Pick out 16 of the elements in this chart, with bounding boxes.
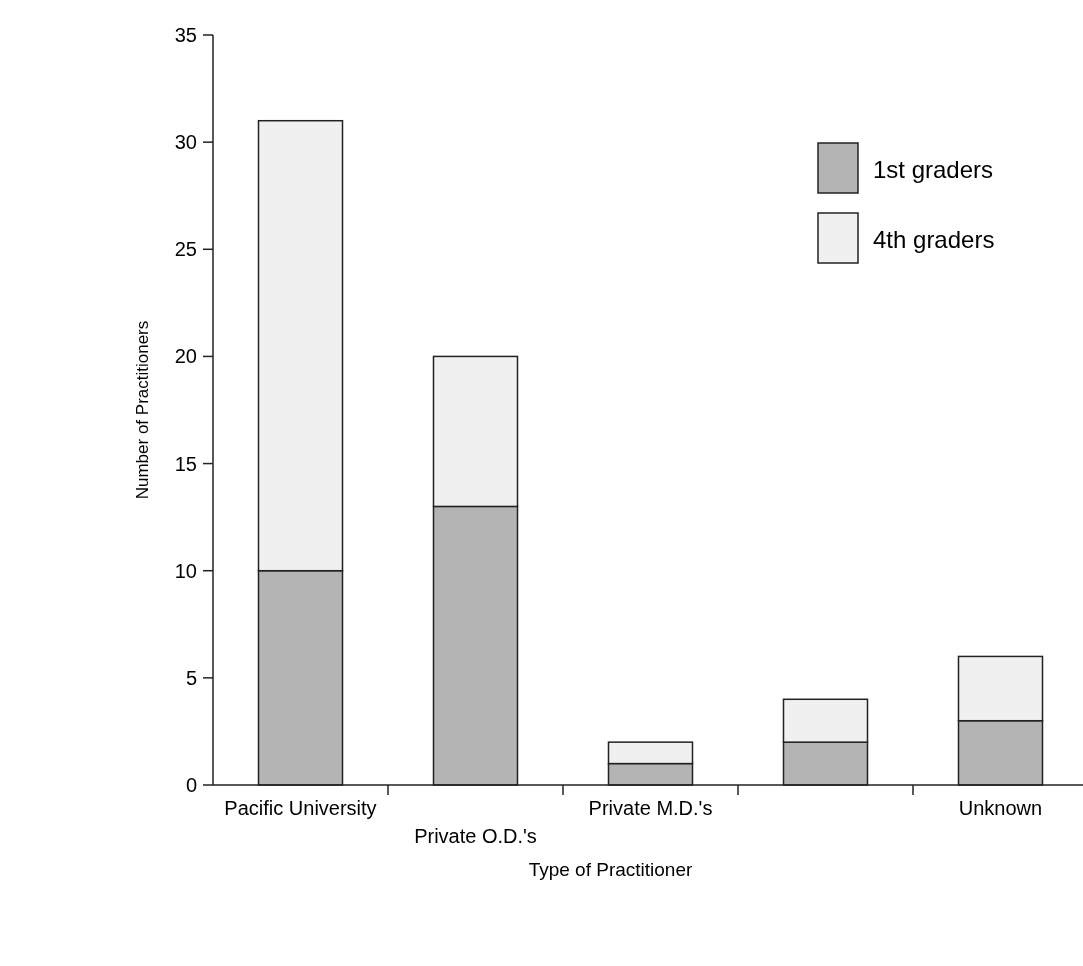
y-tick-label: 10 [174, 559, 197, 582]
x-axis-title: Type of Practitioner [528, 859, 694, 880]
y-tick-label: 25 [174, 238, 197, 261]
y-tick-label: 20 [174, 345, 197, 368]
x-tick-label: Unknown [958, 797, 1043, 819]
y-tick-label: 35 [174, 24, 197, 46]
x-tick-label: Private O.D.'s [414, 825, 537, 847]
legend-label: 1st graders [873, 155, 994, 183]
y-axis-title: Number of Practitioners [133, 320, 152, 500]
y-tick-label: 15 [174, 452, 197, 475]
x-tick-label: Pacific University [224, 797, 377, 819]
y-tick-label: 5 [185, 666, 197, 689]
y-tick-label: 0 [185, 774, 197, 796]
x-tick-label: Private M.D.'s [588, 797, 713, 819]
legend-label: 4th graders [873, 225, 995, 253]
y-tick-label: 30 [174, 131, 197, 154]
